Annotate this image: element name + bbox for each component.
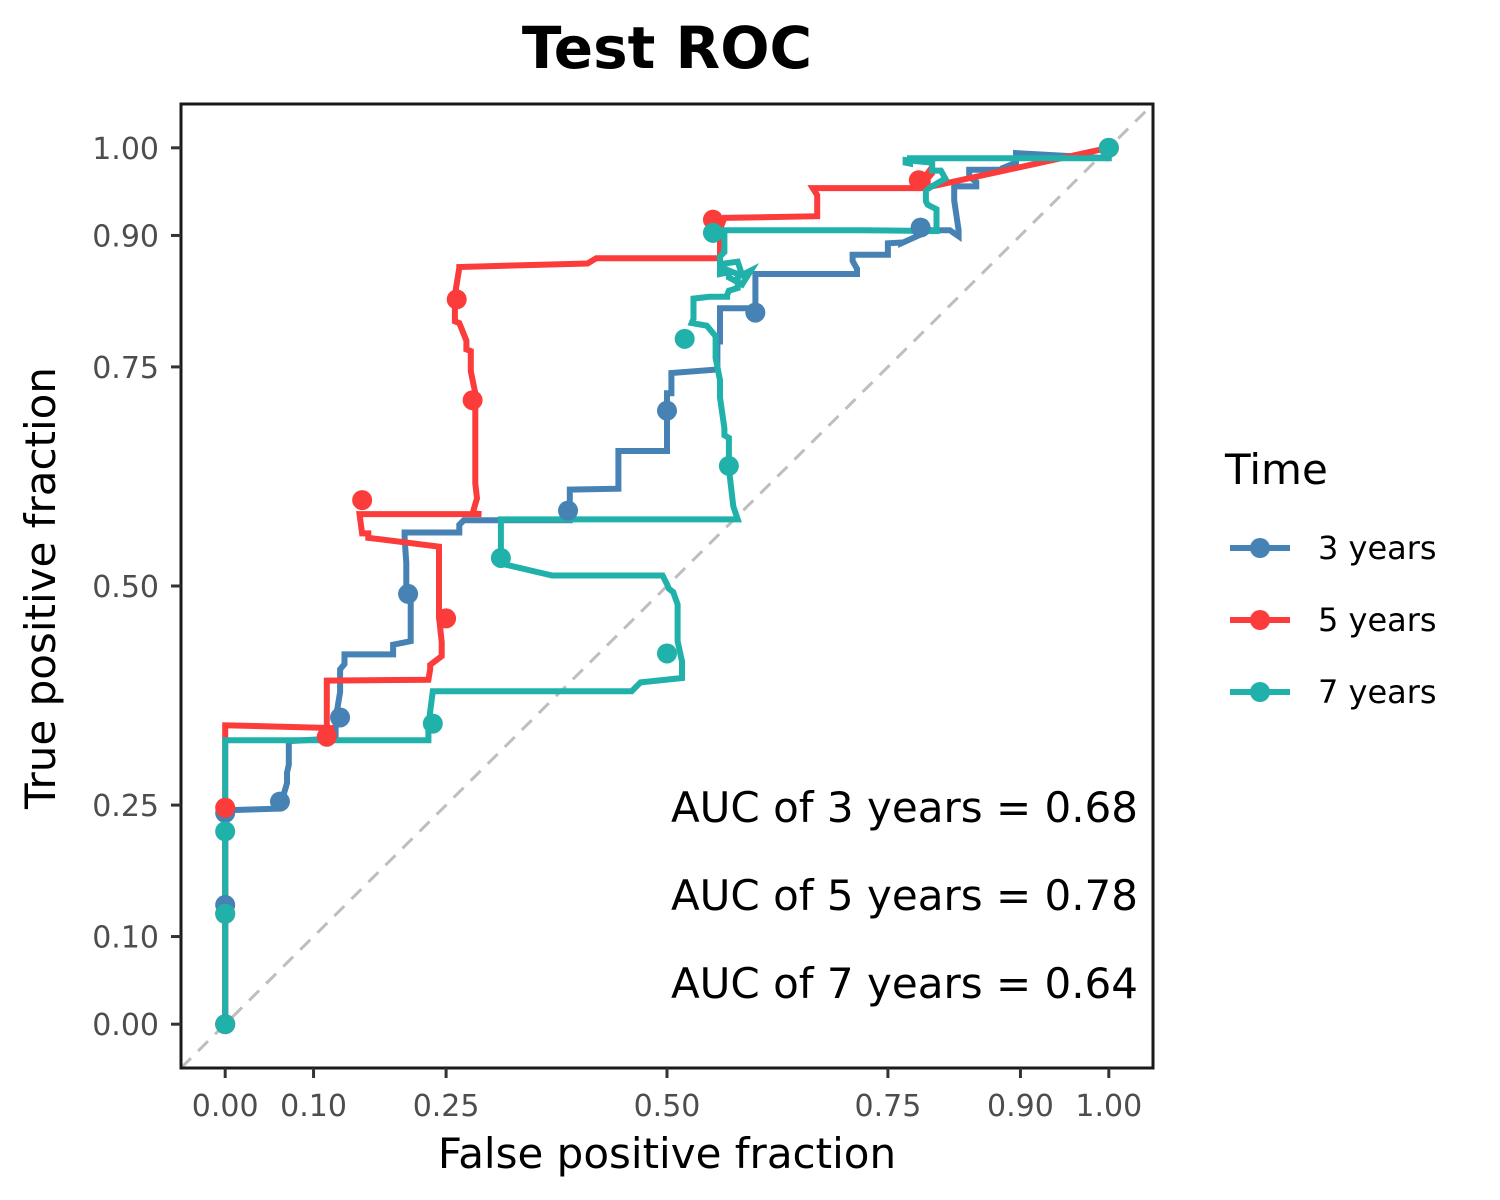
marker-3-years-5 — [398, 583, 419, 604]
marker-7-years-9 — [1098, 137, 1119, 158]
marker-5-years-7 — [446, 289, 467, 310]
x-tick-label-5: 0.90 — [987, 1089, 1054, 1124]
marker-3-years-4 — [330, 707, 351, 728]
legend-key-marker-7-years — [1250, 682, 1270, 702]
y-tick-label-6: 1.00 — [92, 132, 159, 167]
marker-7-years-4 — [490, 547, 511, 568]
marker-3-years-3 — [269, 791, 290, 812]
marker-7-years-5 — [657, 643, 677, 664]
marker-7-years-0 — [215, 1014, 236, 1035]
x-tick-label-4: 0.75 — [855, 1089, 922, 1124]
legend-label-7-years: 7 years — [1318, 673, 1437, 711]
legend-key-marker-5-years — [1250, 610, 1270, 630]
marker-5-years-6 — [462, 390, 483, 411]
x-tick-label-0: 0.00 — [192, 1089, 259, 1124]
legend: Time 3 years 5 years 7 years — [1224, 445, 1437, 711]
marker-3-years-8 — [745, 302, 766, 323]
x-tick-label-3: 0.50 — [634, 1089, 701, 1124]
legend-title: Time — [1224, 445, 1328, 494]
auc-annotation-3-years: AUC of 3 years = 0.68 — [671, 783, 1138, 832]
x-tick-label-1: 0.10 — [280, 1089, 347, 1124]
marker-5-years-5 — [436, 608, 457, 629]
y-tick-label-3: 0.50 — [92, 570, 159, 605]
x-axis-title: False positive fraction — [438, 1129, 896, 1178]
series-line-7-years — [222, 147, 1112, 1025]
marker-5-years-2 — [215, 797, 236, 818]
auc-annotation-7-years: AUC of 7 years = 0.64 — [671, 959, 1138, 1008]
marker-5-years-9 — [908, 170, 929, 191]
marker-7-years-6 — [718, 455, 739, 476]
y-axis-title: True positive fraction — [16, 367, 65, 810]
auc-annotation-5-years: AUC of 5 years = 0.78 — [671, 871, 1138, 920]
marker-7-years-7 — [674, 328, 695, 349]
y-tick-label-4: 0.75 — [92, 351, 159, 386]
marker-7-years-8 — [702, 222, 723, 243]
marker-7-years-3 — [422, 713, 443, 734]
y-tick-label-0: 0.00 — [92, 1008, 159, 1043]
y-tick-label-2: 0.25 — [92, 789, 159, 824]
plot-area — [179, 102, 1155, 1070]
marker-7-years-1 — [215, 903, 236, 924]
series-line-5-years — [222, 144, 1110, 1025]
marker-3-years-6 — [558, 500, 579, 521]
marker-5-years-3 — [316, 726, 337, 747]
legend-label-5-years: 5 years — [1318, 601, 1437, 639]
marker-3-years-9 — [910, 217, 931, 238]
x-tick-label-2: 0.25 — [413, 1089, 480, 1124]
legend-key-marker-3-years — [1250, 538, 1270, 558]
y-tick-label-5: 0.90 — [92, 219, 159, 254]
marker-7-years-2 — [215, 821, 236, 842]
marker-3-years-7 — [657, 400, 677, 421]
axes: 0.00 0.10 0.25 0.50 0.75 0.90 1.00 0.00 0.10 0.25… — [92, 102, 1155, 1124]
chart-title: Test ROC — [522, 14, 812, 82]
y-tick-label-1: 0.10 — [92, 921, 159, 956]
marker-5-years-4 — [352, 490, 373, 511]
x-tick-label-6: 1.00 — [1075, 1089, 1142, 1124]
legend-label-3-years: 3 years — [1318, 529, 1437, 567]
auc-annotations: AUC of 3 years = 0.68 AUC of 5 years = 0… — [671, 783, 1138, 1008]
